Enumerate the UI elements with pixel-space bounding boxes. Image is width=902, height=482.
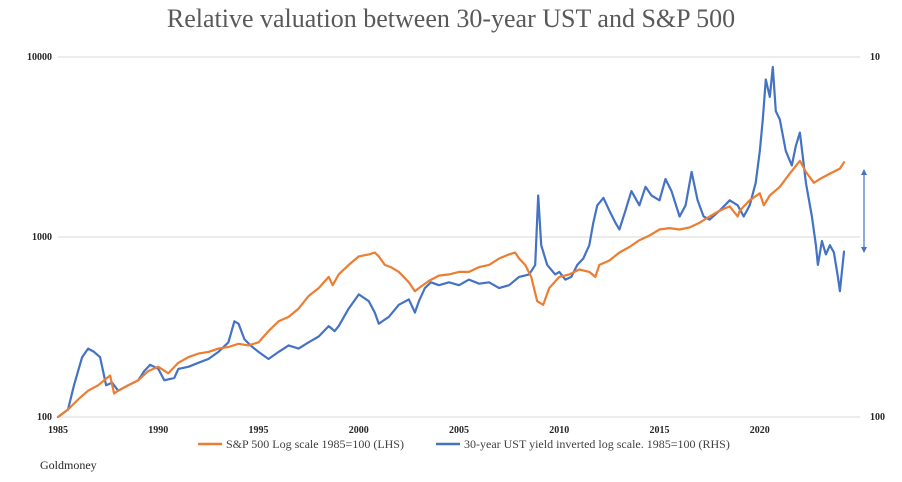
x-tick-label: 1990	[148, 425, 168, 436]
x-tick-label: 1995	[249, 425, 269, 436]
left-tick-label: 10000	[27, 52, 52, 63]
right-axis-ticks: 100 10	[870, 52, 885, 423]
right-tick-label: 100	[870, 412, 885, 423]
source-label: Goldmoney	[40, 458, 97, 472]
right-tick-label: 10	[870, 52, 880, 63]
left-tick-label: 1000	[32, 232, 52, 243]
gridlines	[58, 56, 860, 418]
left-tick-label: 100	[37, 412, 52, 423]
x-axis-ticks: 1985 1990 1995 2000 2005 2010 2015 2020	[48, 425, 770, 436]
legend-label: S&P 500 Log scale 1985=100 (LHS)	[226, 437, 404, 451]
left-axis-ticks: 100 1000 10000	[27, 52, 52, 423]
sp500-series-line	[56, 159, 846, 419]
x-tick-label: 2015	[650, 425, 670, 436]
x-tick-label: 2020	[750, 425, 770, 436]
x-tick-label: 2005	[449, 425, 469, 436]
chart-title: Relative valuation between 30-year UST a…	[166, 4, 736, 33]
series-lines	[56, 65, 846, 419]
x-tick-label: 2010	[549, 425, 569, 436]
legend-label: 30-year UST yield inverted log scale. 19…	[464, 437, 730, 451]
x-tick-label: 2000	[349, 425, 369, 436]
x-tick-label: 1985	[48, 425, 68, 436]
ust-series-line	[56, 65, 846, 419]
legend: S&P 500 Log scale 1985=100 (LHS) 30-year …	[198, 437, 730, 451]
